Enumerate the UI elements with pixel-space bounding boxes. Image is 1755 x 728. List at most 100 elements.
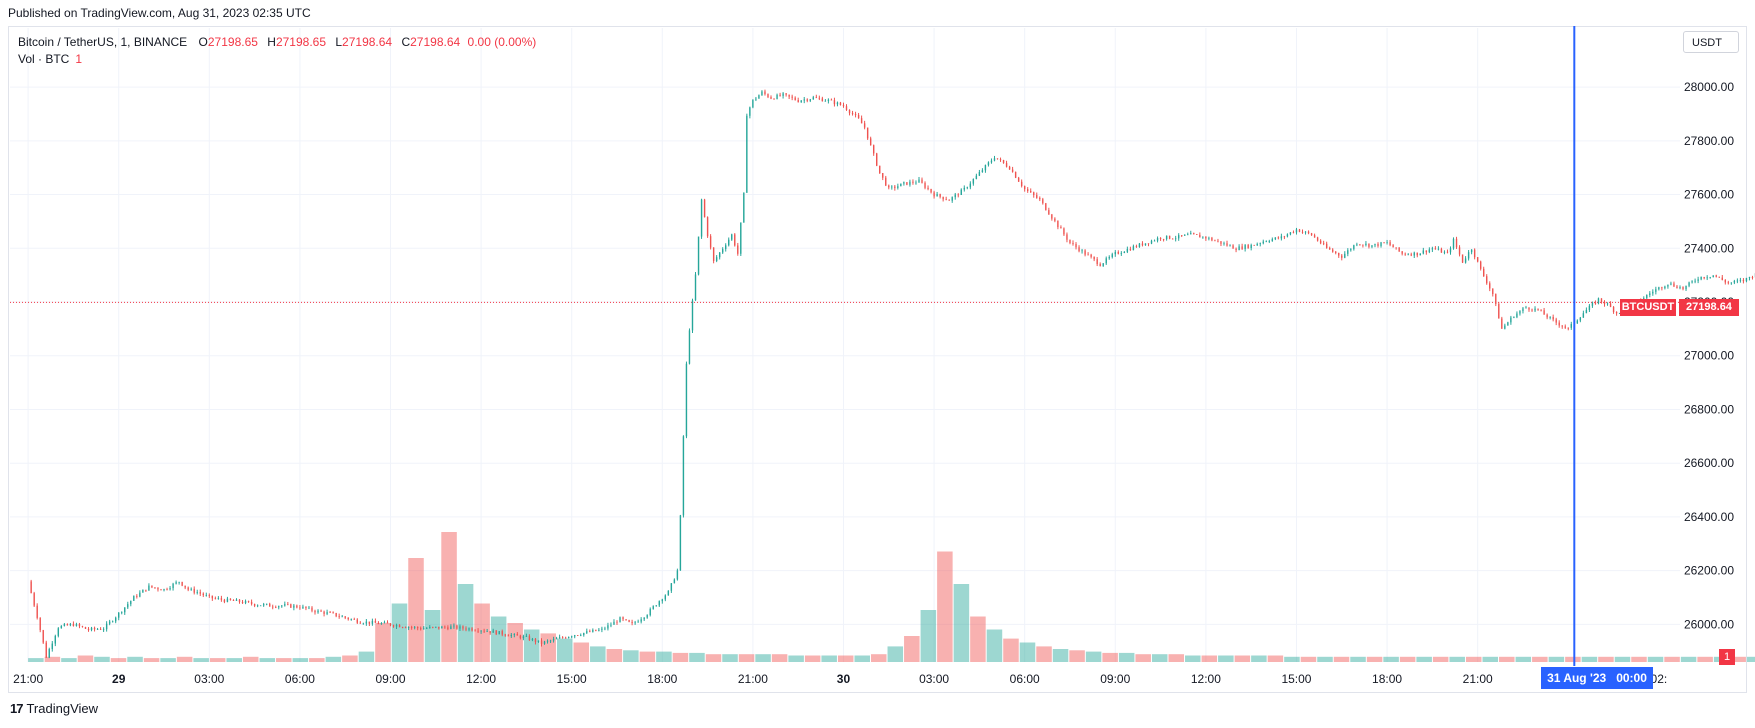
volume-bar <box>441 532 457 662</box>
candle-body <box>1319 240 1322 244</box>
volume-label[interactable]: Vol · BTC <box>18 52 70 66</box>
candle-body <box>142 589 144 593</box>
candle-body <box>1685 285 1687 290</box>
candle-body <box>1005 163 1008 167</box>
candle-body <box>87 628 90 631</box>
candle-body <box>302 606 304 609</box>
candle-body <box>537 640 540 642</box>
volume-bar <box>1333 656 1350 662</box>
candle-body <box>308 607 310 609</box>
candle-body <box>540 640 543 644</box>
candle-body <box>350 619 352 620</box>
candle-body <box>978 172 981 176</box>
candle-body <box>818 97 821 99</box>
candle-body <box>764 91 766 95</box>
candle-body <box>755 98 757 100</box>
candle-body <box>866 127 869 139</box>
candle-body <box>1546 314 1548 318</box>
candle-body <box>1606 303 1609 305</box>
candle-body <box>706 217 709 237</box>
candle-body <box>1114 252 1116 255</box>
candle-body <box>1558 322 1560 326</box>
candle-body <box>480 630 482 632</box>
candle-body <box>770 97 772 99</box>
candle-body <box>613 621 615 625</box>
volume-bar <box>77 655 94 662</box>
candle-body <box>1449 248 1452 253</box>
candle-body <box>317 610 319 613</box>
x-tick-label: 21:00 <box>1463 672 1493 686</box>
candle-body <box>492 630 494 633</box>
candle-body <box>489 631 491 633</box>
candle-body <box>564 637 567 639</box>
candle-body <box>127 604 129 608</box>
x-tick-label: 12:00 <box>1191 672 1221 686</box>
candle-body <box>860 118 863 124</box>
candle-body <box>725 245 727 250</box>
volume-bar <box>1680 656 1697 662</box>
candle-body <box>773 98 775 100</box>
candle-body <box>1042 199 1044 204</box>
candle-body <box>1335 251 1337 254</box>
candle-body <box>1446 251 1449 253</box>
candle-body <box>879 165 881 174</box>
candle-body <box>190 588 192 590</box>
candle-body <box>232 600 235 601</box>
candle-body <box>1473 249 1476 258</box>
candle-body <box>383 622 386 624</box>
candle-body <box>347 617 349 620</box>
candle-body <box>1567 327 1569 329</box>
candle-body <box>885 177 887 186</box>
candle-body <box>102 629 105 631</box>
candle-body <box>456 625 458 629</box>
candle-body <box>1310 233 1313 236</box>
candle-body <box>1090 254 1092 257</box>
candle-body <box>465 628 467 630</box>
candle-body <box>172 583 174 589</box>
candle-body <box>909 181 911 185</box>
candle-body <box>1108 257 1110 259</box>
candle-body <box>326 612 328 614</box>
candle-body <box>996 158 999 160</box>
candle-body <box>329 612 331 613</box>
candle-body <box>1576 320 1579 324</box>
candle-body <box>241 601 244 604</box>
candle-body <box>510 634 513 637</box>
candle-body <box>420 628 422 630</box>
candle-body <box>205 595 207 596</box>
candle-body <box>1570 324 1572 328</box>
symbol-title[interactable]: Bitcoin / TetherUS, 1, BINANCE <box>18 35 188 49</box>
x-tick-label: 18:00 <box>1372 672 1402 686</box>
close-label: C <box>401 35 411 49</box>
volume-bar <box>1069 650 1085 662</box>
volume-bar <box>1085 651 1102 662</box>
volume-bar <box>325 656 342 662</box>
candle-body <box>395 625 398 627</box>
candle-body <box>1078 247 1080 252</box>
currency-button[interactable]: USDT <box>1683 31 1739 53</box>
candle-body <box>166 588 168 590</box>
candle-body <box>1386 242 1388 243</box>
candle-body <box>39 617 41 631</box>
x-tick-label: 30 <box>837 672 851 686</box>
candle-body <box>643 617 645 620</box>
candle-body <box>1380 242 1382 246</box>
candle-body <box>652 606 654 609</box>
candle-body <box>869 138 872 146</box>
volume-bar <box>1284 656 1300 662</box>
candle-body <box>1727 282 1730 284</box>
volume-legend: Vol · BTC 1 <box>18 52 82 66</box>
candle-body <box>374 620 377 623</box>
tradingview-logo[interactable]: 17 TradingView <box>10 701 98 716</box>
candle-body <box>108 621 111 624</box>
candle-body <box>1147 243 1150 245</box>
candle-body <box>580 635 582 636</box>
volume-bar <box>705 654 722 662</box>
candle-body <box>287 604 289 605</box>
candle-body <box>906 182 908 185</box>
candle-body <box>1325 243 1328 248</box>
candle-body <box>619 617 621 623</box>
x-tick-label: 09:00 <box>375 672 405 686</box>
candle-body <box>583 632 585 636</box>
